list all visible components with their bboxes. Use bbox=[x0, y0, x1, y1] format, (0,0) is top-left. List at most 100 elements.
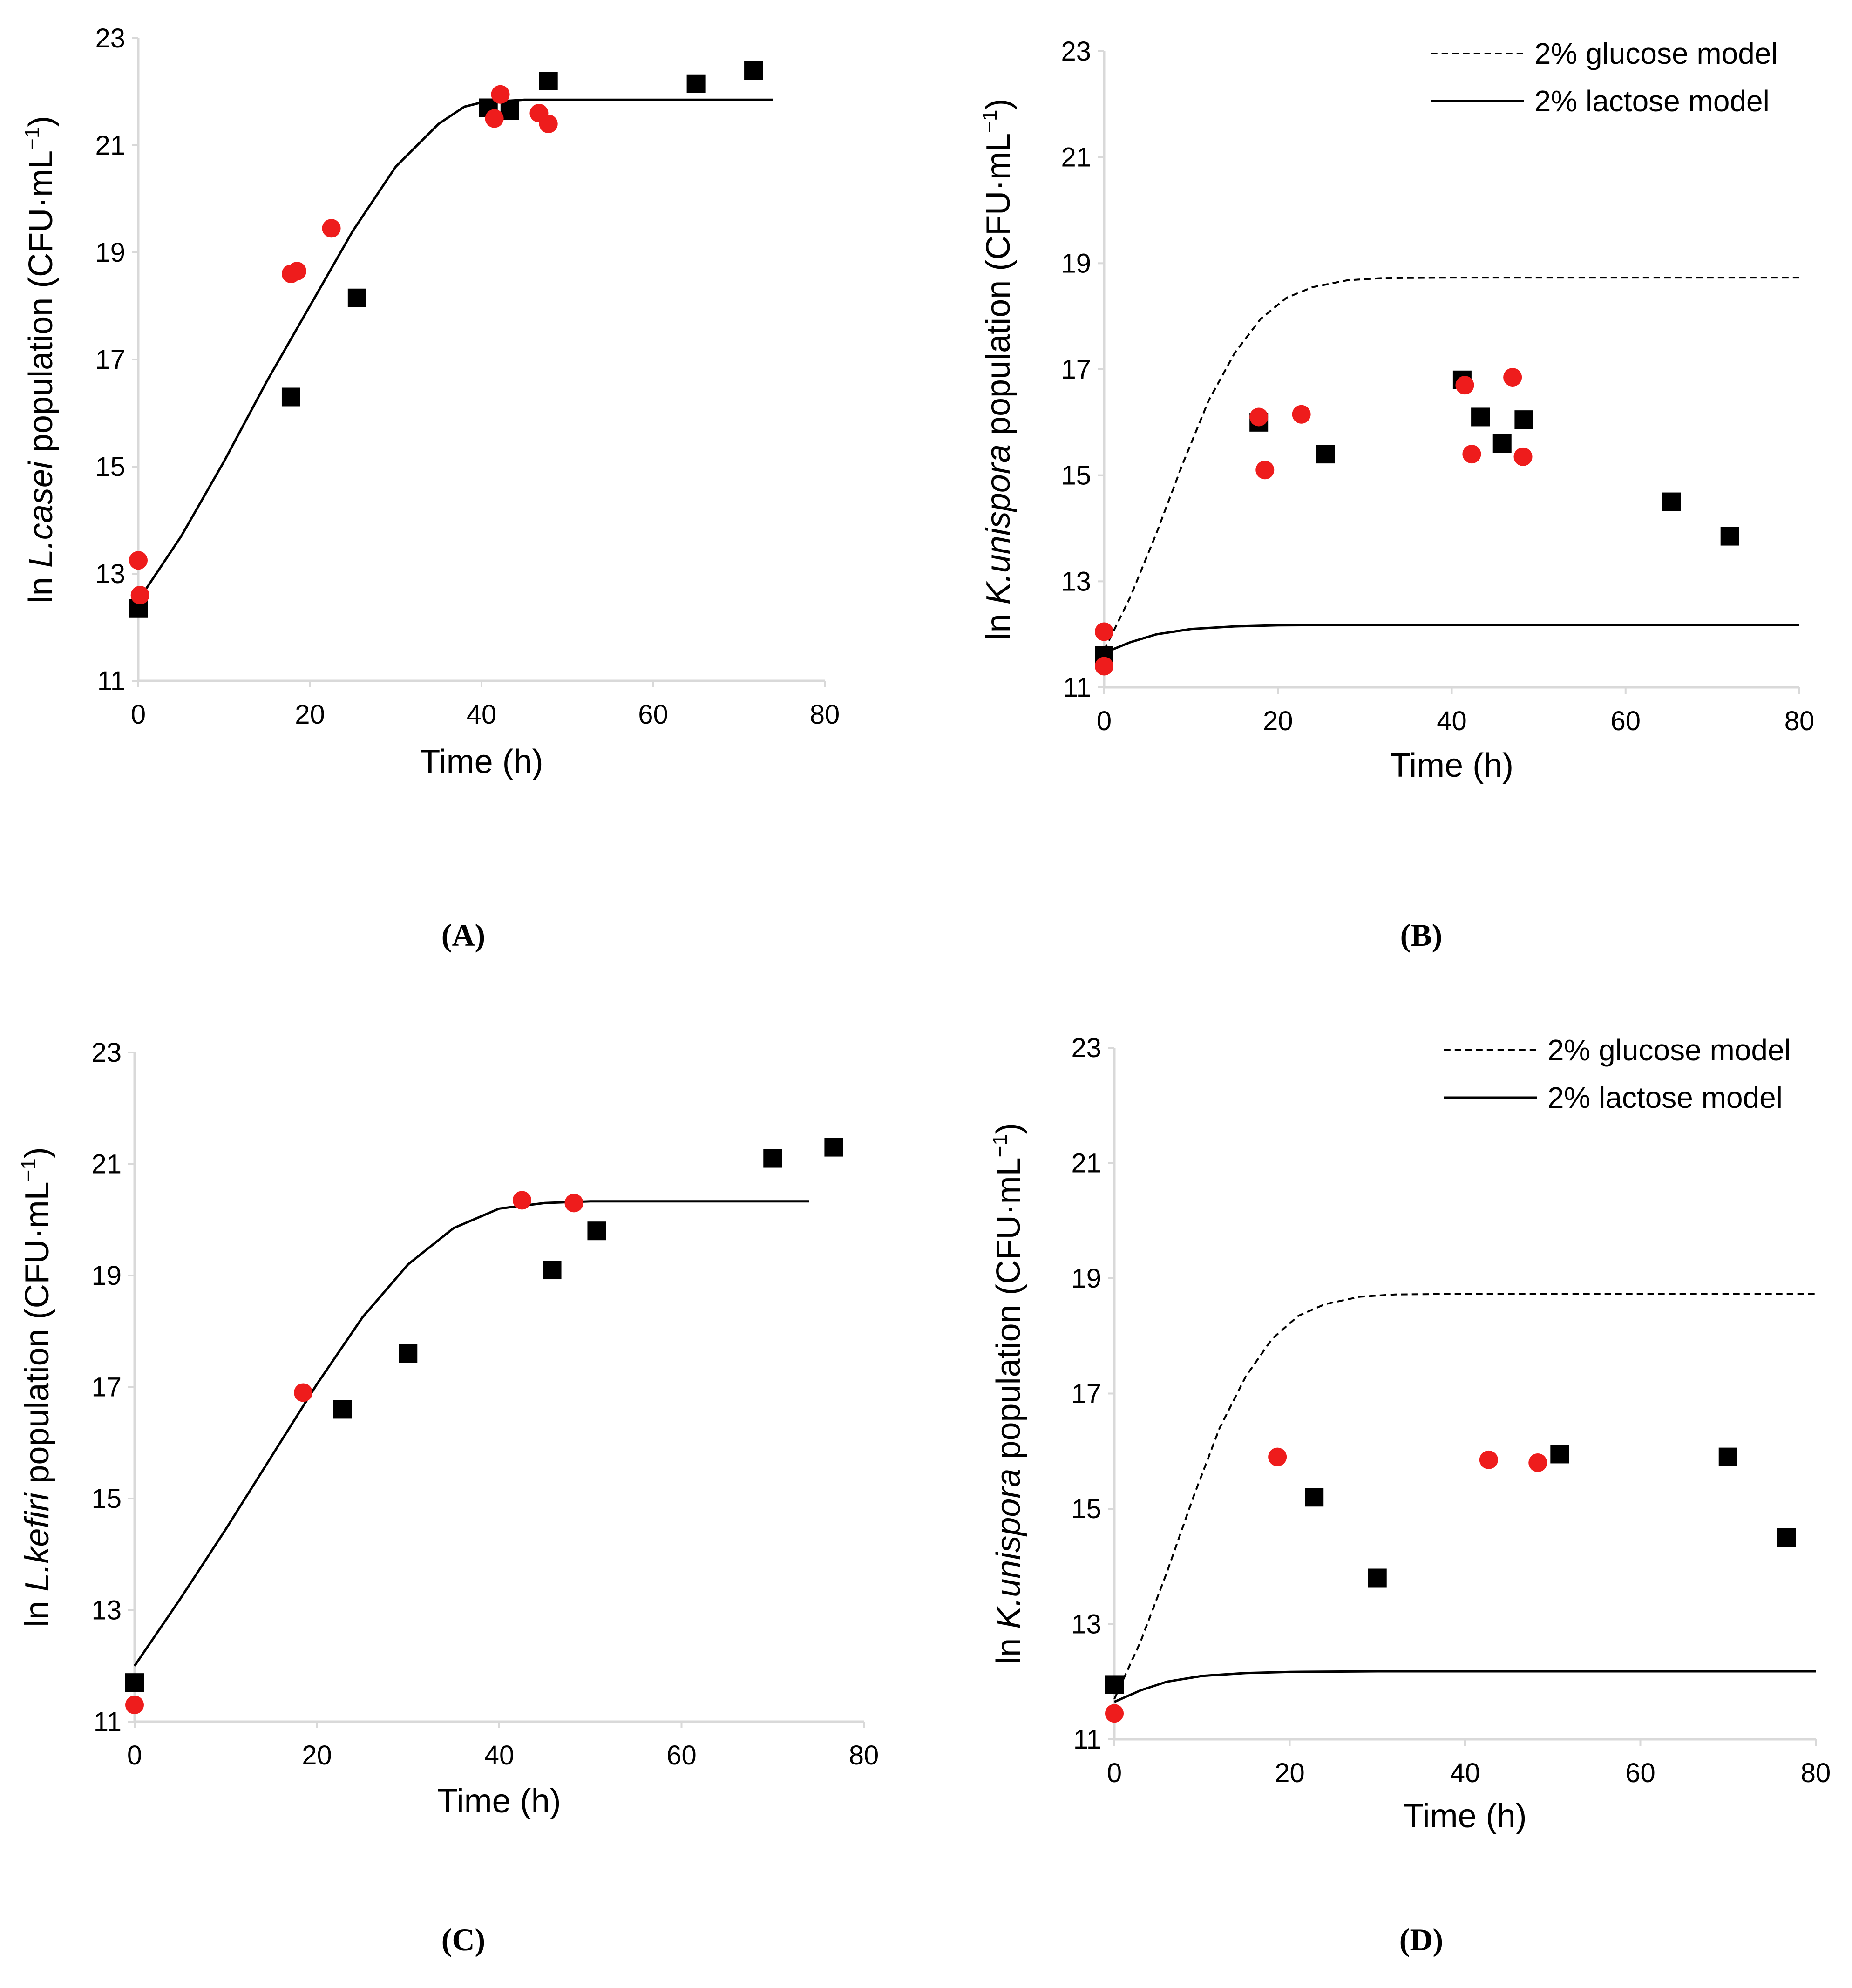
y-tick-label: 23 bbox=[95, 23, 125, 54]
y-tick-label: 11 bbox=[94, 1707, 122, 1737]
y-title-exponent: −1 bbox=[978, 110, 1001, 133]
data-point-square bbox=[744, 61, 763, 80]
y-tick-label: 11 bbox=[1073, 1724, 1101, 1755]
x-tick-label: 60 bbox=[666, 1740, 697, 1771]
data-point-circle bbox=[1095, 657, 1113, 676]
y-tick-label: 11 bbox=[97, 666, 125, 696]
y-title-close: ) bbox=[19, 1147, 56, 1158]
x-tick-label: 40 bbox=[484, 1740, 515, 1771]
x-tick-label: 80 bbox=[1801, 1758, 1831, 1788]
data-point-circle bbox=[129, 551, 148, 570]
data-point-square bbox=[1316, 445, 1335, 464]
data-point-circle bbox=[512, 1191, 531, 1210]
y-title-organism: L.kefiri bbox=[19, 1492, 56, 1592]
data-point-square bbox=[587, 1221, 606, 1241]
panel-label: (A) bbox=[441, 917, 485, 953]
data-point-square bbox=[347, 288, 366, 307]
data-point-square bbox=[1550, 1445, 1569, 1464]
chart-d: 0 20 40 60 80 11 13 15 17 19 21 23 Time (h) ln K.unis… bbox=[989, 1033, 1831, 1957]
data-point-circle bbox=[287, 262, 306, 281]
model-curve-dashed bbox=[1103, 277, 1799, 651]
data-point-square bbox=[500, 101, 519, 120]
x-tick-label: 60 bbox=[638, 699, 668, 730]
y-tick-label: 23 bbox=[1061, 36, 1091, 67]
x-tick-label: 40 bbox=[467, 699, 497, 730]
data-point-circle bbox=[1513, 447, 1533, 466]
data-point-square bbox=[824, 1138, 843, 1157]
y-tick-label: 13 bbox=[1071, 1609, 1101, 1640]
y-tick-label: 15 bbox=[95, 452, 125, 482]
data-point-square bbox=[539, 72, 558, 90]
x-axis-title: Time (h) bbox=[1403, 1798, 1526, 1835]
y-title-units: population (CFU·mL bbox=[990, 1157, 1027, 1468]
y-title-exponent: −1 bbox=[17, 1158, 40, 1181]
model-curve-solid bbox=[1113, 1670, 1816, 1703]
legend-label: 2% glucose model bbox=[1534, 37, 1778, 70]
data-point-circle bbox=[1479, 1450, 1498, 1469]
y-tick-label: 17 bbox=[1071, 1379, 1101, 1409]
x-tick-label: 80 bbox=[1784, 706, 1815, 736]
y-title-organism: K.unispora bbox=[990, 1469, 1027, 1629]
y-tick-label: 13 bbox=[1061, 566, 1091, 597]
data-point-square bbox=[399, 1344, 418, 1363]
data-point-circle bbox=[1268, 1447, 1287, 1466]
y-tick-label: 13 bbox=[95, 559, 125, 589]
data-point-square bbox=[686, 74, 706, 93]
data-point-circle bbox=[125, 1696, 144, 1715]
y-title-prefix: ln bbox=[19, 1592, 56, 1627]
y-title-exponent: −1 bbox=[21, 127, 44, 150]
x-tick-label: 60 bbox=[1625, 1758, 1655, 1788]
data-point-circle bbox=[1095, 622, 1113, 641]
y-title-close: ) bbox=[990, 1123, 1027, 1134]
x-tick-label: 40 bbox=[1450, 1758, 1480, 1788]
panel-label: (B) bbox=[1400, 917, 1443, 953]
chart-a: 0 20 40 60 80 11 13 15 17 19 21 23 Time (h) ln L.case… bbox=[21, 23, 840, 953]
y-title-prefix: ln bbox=[990, 1629, 1027, 1664]
y-tick-label: 15 bbox=[1071, 1494, 1101, 1524]
chart-b: 0 20 40 60 80 11 13 15 17 19 21 23 Time (h) ln K.unis… bbox=[978, 36, 1814, 953]
data-point-square bbox=[763, 1149, 782, 1168]
data-point-square bbox=[1368, 1568, 1387, 1588]
x-tick-label: 20 bbox=[302, 1740, 332, 1771]
data-point-circle bbox=[1503, 368, 1522, 387]
data-point-square bbox=[1105, 1675, 1124, 1694]
y-tick-label: 13 bbox=[91, 1595, 122, 1626]
panel-label: (D) bbox=[1399, 1922, 1443, 1957]
data-point-circle bbox=[1462, 445, 1481, 464]
y-tick-label: 17 bbox=[91, 1372, 122, 1403]
data-point-square bbox=[1777, 1528, 1796, 1547]
panel-label: (C) bbox=[441, 1922, 485, 1957]
model-curve-solid bbox=[133, 1200, 809, 1667]
data-point-square bbox=[543, 1261, 562, 1280]
x-tick-label: 0 bbox=[127, 1740, 142, 1771]
data-point-square bbox=[1471, 407, 1490, 427]
data-point-square bbox=[281, 387, 300, 407]
y-tick-label: 15 bbox=[91, 1484, 122, 1514]
data-point-circle bbox=[491, 85, 510, 104]
x-tick-label: 80 bbox=[810, 699, 840, 730]
legend-label: 2% lactose model bbox=[1534, 84, 1770, 118]
x-tick-label: 0 bbox=[1097, 706, 1112, 736]
y-title-prefix: ln bbox=[22, 568, 60, 603]
data-point-circle bbox=[485, 109, 504, 128]
data-point-circle bbox=[564, 1194, 583, 1213]
y-title-organism: L.casei bbox=[22, 461, 60, 568]
x-tick-label: 60 bbox=[1610, 706, 1641, 736]
data-point-square bbox=[1514, 410, 1533, 429]
data-point-circle bbox=[322, 219, 341, 238]
y-title-prefix: ln bbox=[980, 604, 1017, 640]
y-axis-title: ln K.unispora population (CFU·mL−1) bbox=[978, 99, 1017, 640]
y-tick-label: 21 bbox=[91, 1149, 122, 1180]
data-point-square bbox=[1305, 1488, 1324, 1507]
model-curve-dashed bbox=[1113, 1293, 1816, 1700]
x-tick-label: 20 bbox=[1263, 706, 1293, 736]
data-point-circle bbox=[1105, 1704, 1124, 1723]
legend-label: 2% lactose model bbox=[1547, 1081, 1783, 1114]
y-title-close: ) bbox=[22, 116, 60, 127]
y-tick-label: 17 bbox=[1061, 354, 1091, 385]
data-point-square bbox=[1720, 527, 1739, 546]
y-title-close: ) bbox=[980, 99, 1017, 110]
y-tick-label: 19 bbox=[1061, 248, 1091, 278]
data-point-square bbox=[1718, 1447, 1737, 1466]
